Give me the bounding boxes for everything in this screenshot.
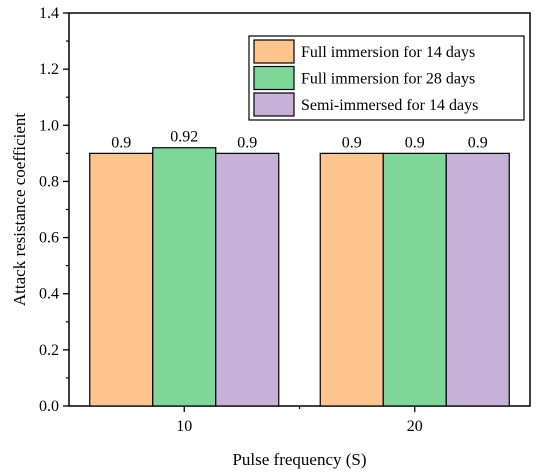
y-tick-label: 1.2	[39, 61, 59, 78]
y-tick-label: 0.6	[39, 230, 59, 247]
bar-3-20	[445, 152, 510, 407]
data-label: 0.9	[468, 134, 488, 151]
legend-box	[248, 35, 525, 121]
legend: Full immersion for 14 days Full immersion…	[248, 35, 525, 121]
x-axis-title: Pulse frequency (S)	[232, 450, 366, 469]
bar-2-20	[382, 152, 447, 407]
legend-label: Full immersion for 14 days	[301, 44, 475, 61]
y-tick-label: 0.2	[39, 342, 59, 359]
legend-swatch	[253, 65, 295, 91]
y-axis: 0.0 0.2 0.4 0.6 0.8 1.0 1.2 1.4	[39, 5, 69, 415]
x-axis: 10 20	[176, 406, 423, 435]
y-axis-title: Attack resistance coefficient	[10, 113, 29, 306]
data-label: 0.9	[405, 134, 425, 151]
y-tick-label: 1.0	[39, 117, 59, 134]
x-tick-label: 20	[407, 418, 423, 435]
data-label: 0.9	[237, 134, 257, 151]
y-tick-label: 0.4	[39, 286, 59, 303]
legend-label: Full immersion for 28 days	[301, 71, 475, 88]
y-tick-label: 1.4	[39, 5, 59, 22]
bar-2-10	[152, 147, 217, 407]
bar-1-10	[89, 152, 154, 407]
data-label: 0.9	[111, 134, 131, 151]
bars-layer	[89, 147, 510, 407]
legend-swatch	[253, 92, 295, 117]
bar-1-20	[319, 152, 384, 407]
data-labels-layer: 0.9 0.9 0.92 0.9 0.9 0.9	[111, 129, 488, 152]
legend-swatch	[253, 39, 295, 64]
legend-label: Semi-immersed for 14 days	[301, 97, 478, 114]
bar-3-10	[215, 152, 280, 407]
y-tick-label: 0.8	[39, 173, 59, 190]
data-label: 0.9	[342, 134, 362, 151]
x-tick-label: 10	[176, 418, 192, 435]
data-label: 0.92	[170, 129, 198, 146]
y-tick-label: 0.0	[39, 398, 59, 415]
